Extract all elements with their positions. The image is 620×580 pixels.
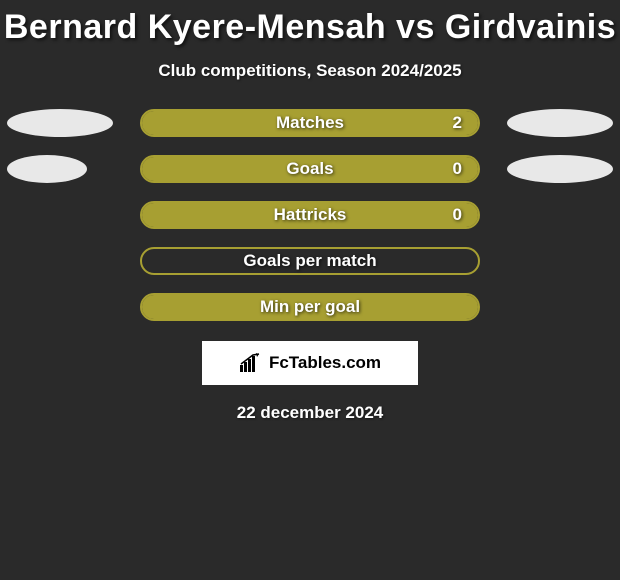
side-ellipse-right — [507, 155, 613, 183]
bars-container: Matches 2 Goals 0 Hattricks 0 Goals per match M… — [0, 109, 620, 321]
stat-bar-label: Matches — [276, 113, 344, 133]
stat-bar-label: Goals per match — [243, 251, 376, 271]
bar-row: Hattricks 0 — [0, 201, 620, 229]
side-ellipse-left — [7, 155, 87, 183]
attribution-logo-icon — [239, 353, 263, 373]
stat-bar: Hattricks 0 — [140, 201, 480, 229]
stat-bar: Goals per match — [140, 247, 480, 275]
page-subtitle: Club competitions, Season 2024/2025 — [0, 61, 620, 81]
page-date: 22 december 2024 — [0, 403, 620, 423]
side-ellipse-right — [507, 109, 613, 137]
bar-row: Goals 0 — [0, 155, 620, 183]
stat-bar-label: Min per goal — [260, 297, 360, 317]
side-ellipse-left — [7, 109, 113, 137]
bar-row: Min per goal — [0, 293, 620, 321]
bar-row: Matches 2 — [0, 109, 620, 137]
stat-bar-label: Goals — [286, 159, 333, 179]
stat-bar-value: 2 — [453, 113, 462, 133]
stat-bar-value: 0 — [453, 159, 462, 179]
bar-row: Goals per match — [0, 247, 620, 275]
stat-bar: Min per goal — [140, 293, 480, 321]
stat-bar-value: 0 — [453, 205, 462, 225]
stat-bar-label: Hattricks — [274, 205, 347, 225]
stat-bar: Matches 2 — [140, 109, 480, 137]
attribution-box: FcTables.com — [202, 341, 418, 385]
stat-bar: Goals 0 — [140, 155, 480, 183]
attribution-text: FcTables.com — [269, 353, 381, 373]
page-title: Bernard Kyere-Mensah vs Girdvainis — [0, 0, 620, 47]
